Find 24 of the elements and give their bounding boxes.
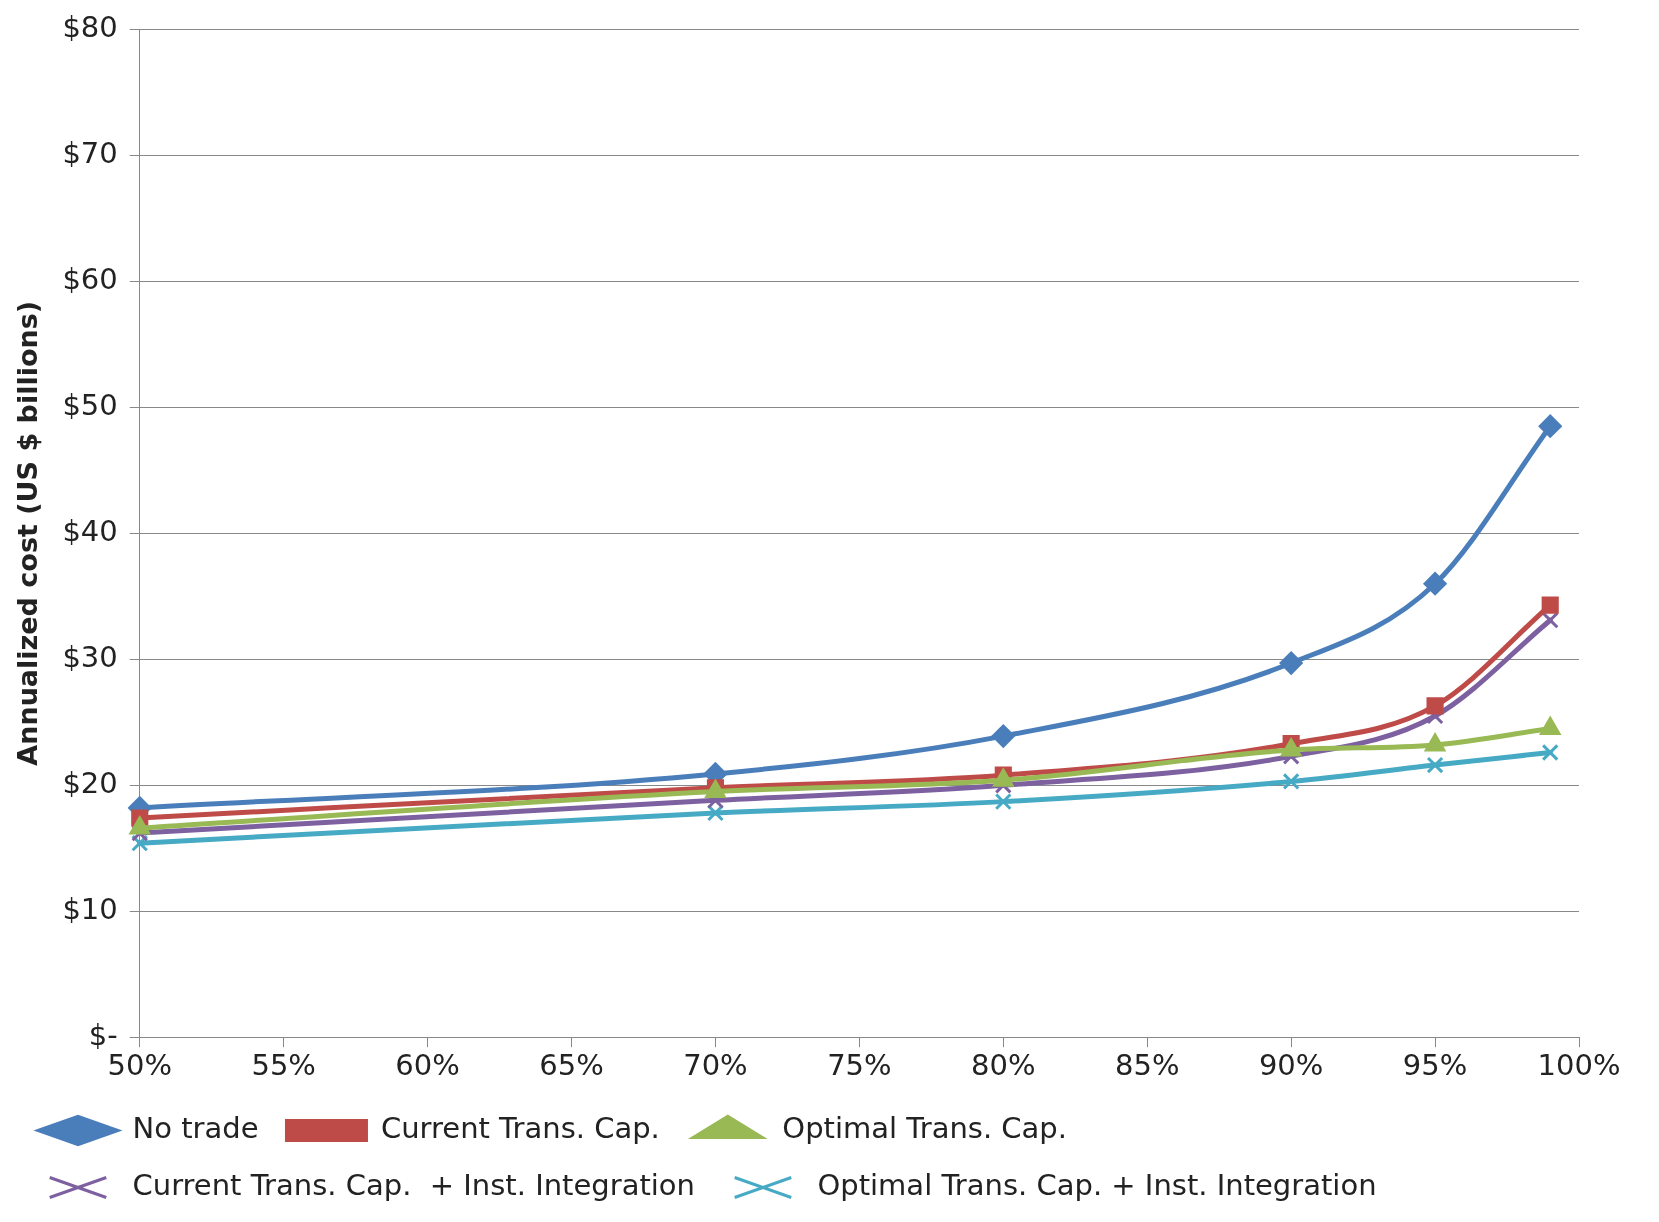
legend-label: Optimal Trans. Cap. [782, 1111, 1068, 1146]
x-tick-label: 90% [1258, 1048, 1324, 1083]
legend-label: Optimal Trans. Cap. + Inst. Integration [817, 1168, 1377, 1203]
legend-label: No trade [132, 1111, 259, 1146]
legend-label: Current Trans. Cap. [380, 1111, 660, 1146]
x-tick-label: 85% [1114, 1048, 1180, 1083]
y-axis-title: Annualized cost (US $ billions) [12, 300, 44, 766]
y-tick-label: $10 [62, 891, 118, 926]
y-tick-label: $60 [62, 261, 118, 296]
x-tick-label: 65% [539, 1048, 604, 1083]
y-tick-label: $30 [62, 639, 118, 674]
x-tick-label: 70% [683, 1048, 748, 1083]
y-tick-label: $40 [62, 513, 118, 548]
y-tick-label: $70 [62, 135, 118, 170]
x-tick-label: 80% [971, 1048, 1036, 1083]
x-tick-label: 100% [1537, 1048, 1621, 1083]
y-tick-label: $20 [62, 765, 118, 800]
y-tick-label: $80 [62, 9, 118, 44]
x-tick-label: 75% [827, 1048, 892, 1083]
x-tick-label: 60% [395, 1048, 460, 1083]
x-tick-label: 55% [251, 1048, 316, 1083]
x-tick-label: 95% [1402, 1048, 1468, 1083]
y-tick-label: $50 [62, 387, 118, 422]
legend-label: Current Trans. Cap. + Inst. Integration [132, 1168, 695, 1203]
